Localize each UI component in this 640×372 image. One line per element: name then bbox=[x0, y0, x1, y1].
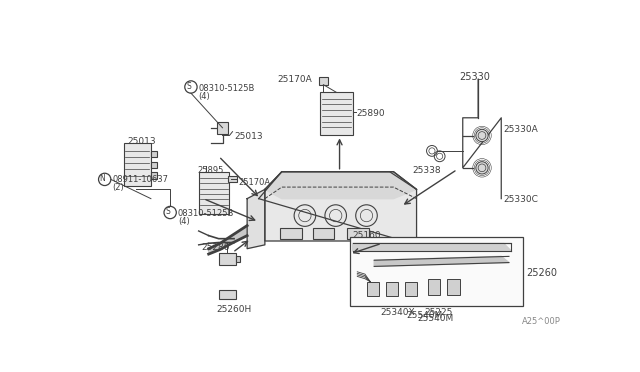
Text: 25330A: 25330A bbox=[504, 125, 538, 135]
Circle shape bbox=[476, 162, 488, 174]
Text: S: S bbox=[186, 82, 191, 91]
Text: 25225: 25225 bbox=[424, 308, 452, 317]
Bar bbox=[320, 92, 353, 135]
Text: 25330: 25330 bbox=[459, 71, 490, 81]
Text: 25170A: 25170A bbox=[278, 76, 312, 84]
Polygon shape bbox=[209, 225, 247, 254]
Bar bbox=[198, 172, 230, 214]
Text: 25338: 25338 bbox=[413, 166, 442, 175]
Text: S: S bbox=[166, 207, 170, 216]
Text: 08911-10637: 08911-10637 bbox=[113, 175, 168, 184]
Bar bbox=[312, 228, 334, 239]
Text: 08310-5125B: 08310-5125B bbox=[178, 209, 234, 218]
Bar bbox=[280, 228, 302, 239]
Bar bbox=[386, 282, 398, 296]
Text: 25280: 25280 bbox=[202, 243, 230, 252]
Text: (2): (2) bbox=[113, 183, 124, 192]
Text: 25340X: 25340X bbox=[380, 308, 415, 317]
Bar bbox=[228, 176, 237, 182]
Polygon shape bbox=[374, 256, 509, 266]
Bar bbox=[217, 122, 228, 134]
Text: (4): (4) bbox=[178, 217, 189, 226]
Bar bbox=[447, 279, 460, 295]
Text: 25890: 25890 bbox=[356, 109, 385, 118]
Text: 25260: 25260 bbox=[527, 268, 557, 278]
Bar bbox=[151, 151, 157, 157]
Bar bbox=[349, 237, 523, 307]
Bar bbox=[236, 256, 240, 262]
Text: 25895: 25895 bbox=[197, 166, 223, 174]
Bar bbox=[219, 289, 236, 299]
Polygon shape bbox=[353, 243, 511, 251]
Polygon shape bbox=[247, 189, 265, 249]
Text: 25540M: 25540M bbox=[406, 311, 442, 320]
Text: 08310-5125B: 08310-5125B bbox=[198, 84, 255, 93]
Text: A25^00P: A25^00P bbox=[522, 317, 561, 326]
Text: 25013: 25013 bbox=[234, 132, 262, 141]
Text: 25013: 25013 bbox=[128, 137, 156, 146]
Bar bbox=[319, 77, 328, 85]
Text: N: N bbox=[99, 174, 105, 183]
Text: (4): (4) bbox=[198, 92, 211, 100]
Text: 25330C: 25330C bbox=[504, 195, 538, 204]
Circle shape bbox=[476, 129, 488, 142]
Text: 25170A: 25170A bbox=[239, 178, 271, 187]
Bar bbox=[428, 279, 440, 295]
Bar bbox=[124, 143, 151, 186]
Bar bbox=[219, 253, 236, 265]
Text: 25260H: 25260H bbox=[216, 305, 252, 314]
Bar bbox=[367, 282, 379, 296]
Bar bbox=[348, 228, 369, 239]
Bar bbox=[405, 282, 417, 296]
Bar bbox=[151, 162, 157, 168]
Polygon shape bbox=[265, 172, 417, 241]
Polygon shape bbox=[265, 172, 417, 199]
Text: 25540M: 25540M bbox=[418, 314, 454, 323]
Text: 25160: 25160 bbox=[353, 231, 381, 240]
Bar bbox=[151, 173, 157, 179]
